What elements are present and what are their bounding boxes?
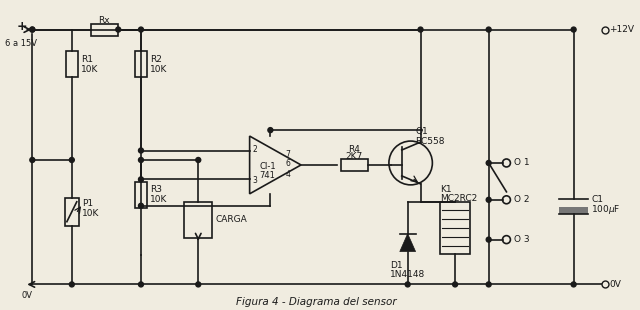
Bar	[135, 51, 147, 78]
Bar	[91, 24, 118, 36]
Bar	[184, 202, 212, 238]
Text: +12V: +12V	[609, 25, 634, 34]
Circle shape	[486, 197, 491, 202]
Text: K1: K1	[440, 185, 452, 194]
Text: 2: 2	[253, 145, 257, 154]
Text: 741: 741	[259, 171, 275, 180]
Circle shape	[69, 282, 74, 287]
Circle shape	[138, 157, 143, 162]
Text: 6 a 15V: 6 a 15V	[4, 39, 36, 48]
Circle shape	[196, 282, 201, 287]
Text: Rx: Rx	[99, 16, 110, 25]
Circle shape	[486, 237, 491, 242]
Text: P1: P1	[82, 199, 93, 208]
Text: 1N4148: 1N4148	[390, 270, 425, 279]
Circle shape	[486, 282, 491, 287]
Circle shape	[116, 27, 121, 32]
Text: MC2RC2: MC2RC2	[440, 194, 477, 203]
Bar	[135, 182, 147, 208]
Circle shape	[138, 148, 143, 153]
Circle shape	[486, 27, 491, 32]
Text: Figura 4 - Diagrama del sensor: Figura 4 - Diagrama del sensor	[237, 297, 397, 307]
Circle shape	[268, 128, 273, 133]
Text: D1: D1	[390, 261, 403, 270]
Circle shape	[405, 282, 410, 287]
Circle shape	[30, 157, 35, 162]
Circle shape	[138, 27, 143, 32]
Circle shape	[30, 27, 35, 32]
Circle shape	[418, 27, 423, 32]
Text: 2K7: 2K7	[346, 153, 363, 162]
Text: 10K: 10K	[150, 65, 167, 74]
Text: O 2: O 2	[515, 195, 530, 204]
Circle shape	[138, 203, 143, 208]
Text: 7: 7	[285, 149, 290, 158]
Circle shape	[69, 157, 74, 162]
Text: R1: R1	[81, 55, 93, 64]
Bar	[440, 202, 470, 254]
Text: 6: 6	[285, 159, 290, 168]
Text: 100$\mu$F: 100$\mu$F	[591, 203, 621, 216]
Circle shape	[196, 157, 201, 162]
Text: 0V: 0V	[609, 280, 621, 289]
Text: +: +	[17, 20, 28, 33]
Text: R3: R3	[150, 185, 162, 194]
Text: 10K: 10K	[82, 209, 99, 218]
Bar	[340, 159, 368, 171]
Text: R4: R4	[348, 144, 360, 153]
Text: R2: R2	[150, 55, 162, 64]
Text: CI-1: CI-1	[259, 162, 276, 171]
Bar	[66, 51, 77, 78]
Circle shape	[452, 282, 458, 287]
Text: 4: 4	[285, 170, 290, 179]
Circle shape	[138, 177, 143, 182]
Text: Q1: Q1	[415, 126, 428, 135]
Text: O 3: O 3	[515, 235, 530, 244]
Text: C1: C1	[591, 195, 604, 204]
Polygon shape	[400, 234, 415, 252]
Circle shape	[486, 161, 491, 166]
Circle shape	[571, 27, 576, 32]
Text: O 1: O 1	[515, 158, 530, 167]
Text: 10K: 10K	[150, 195, 167, 204]
Circle shape	[571, 282, 576, 287]
Text: 0V: 0V	[22, 291, 33, 300]
Bar	[559, 207, 588, 214]
Text: BC558: BC558	[415, 137, 445, 146]
Circle shape	[138, 282, 143, 287]
Text: 10K: 10K	[81, 65, 98, 74]
Text: 3: 3	[253, 176, 257, 185]
Text: CARGA: CARGA	[215, 215, 247, 224]
Bar	[65, 198, 79, 226]
Circle shape	[30, 27, 35, 32]
